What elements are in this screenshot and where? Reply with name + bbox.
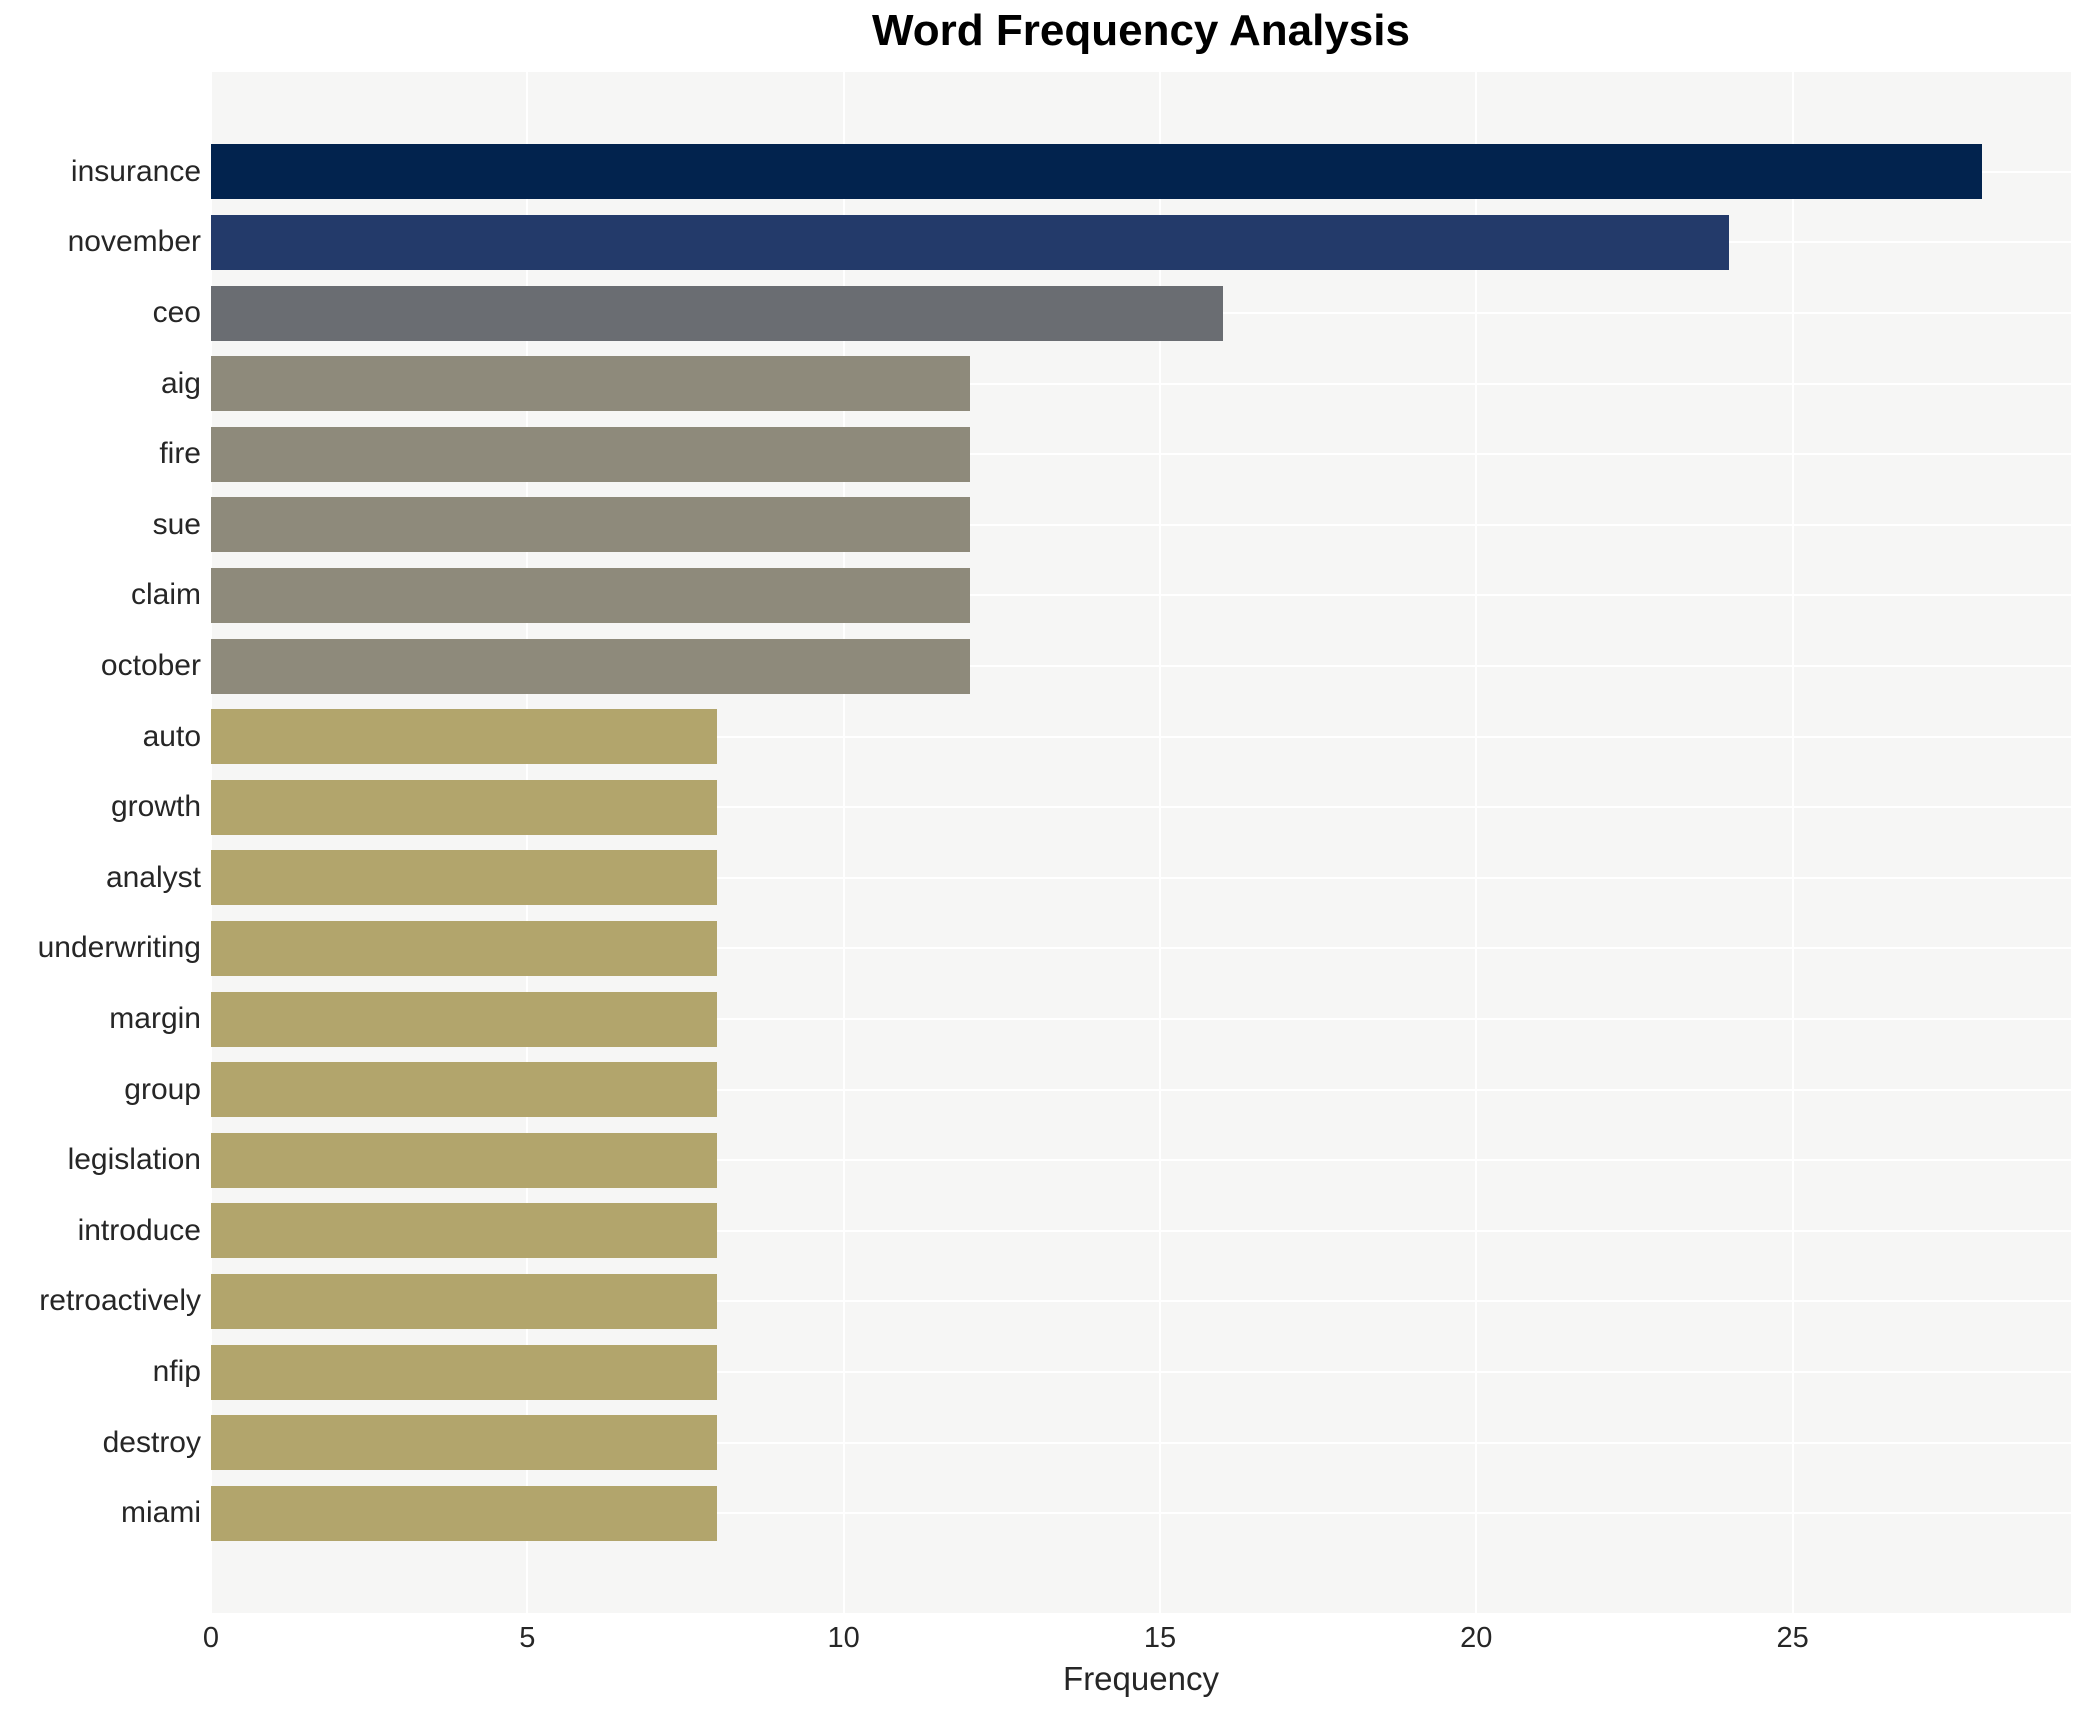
y-gridline-margin xyxy=(211,1018,2071,1020)
bar-destroy xyxy=(211,1415,718,1471)
y-gridline-introduce xyxy=(211,1229,2071,1232)
y-tick-label-destroy: destroy xyxy=(102,1425,201,1459)
bar-retroactively xyxy=(211,1273,718,1329)
y-gridline-growth xyxy=(211,806,2071,809)
y-tick-label-underwriting: underwriting xyxy=(37,931,201,965)
bar-october xyxy=(211,638,971,694)
chart-title: Word Frequency Analysis xyxy=(872,6,1410,55)
bar-ceo xyxy=(211,285,1224,341)
bar-underwriting xyxy=(211,920,718,976)
y-tick-label-analyst: analyst xyxy=(105,860,201,894)
y-tick-label-sue: sue xyxy=(152,507,201,541)
plot-area xyxy=(210,72,2071,1613)
y-gridline-nfip xyxy=(211,1371,2071,1373)
x-gridline-25 xyxy=(1791,72,1794,1613)
bar-sue xyxy=(211,497,971,553)
bar-insurance xyxy=(211,144,1983,200)
x-tick-label-20: 20 xyxy=(1460,1622,1493,1654)
bar-claim xyxy=(211,567,971,623)
y-tick-label-aig: aig xyxy=(160,366,201,400)
bar-november xyxy=(211,214,1730,270)
y-gridline-retroactively xyxy=(211,1300,2071,1303)
bar-analyst xyxy=(211,850,718,906)
y-tick-label-claim: claim xyxy=(130,578,201,612)
y-gridline-underwriting xyxy=(211,947,2071,950)
y-tick-label-margin: margin xyxy=(109,1002,201,1035)
x-gridline-15 xyxy=(1158,72,1161,1613)
bar-growth xyxy=(211,779,718,835)
x-gridline-0 xyxy=(210,72,212,1613)
x-tick-label-25: 25 xyxy=(1776,1622,1809,1654)
x-tick-label-0: 0 xyxy=(202,1622,220,1654)
bar-auto xyxy=(211,709,718,765)
y-tick-label-october: october xyxy=(100,649,201,682)
y-gridline-fire xyxy=(211,453,2071,456)
y-gridline-destroy xyxy=(211,1441,2071,1444)
y-gridline-claim xyxy=(211,594,2071,597)
y-tick-label-group: group xyxy=(124,1072,201,1106)
bar-legislation xyxy=(211,1132,718,1188)
x-tick-label-5: 5 xyxy=(519,1622,536,1654)
y-gridline-legislation xyxy=(211,1159,2071,1162)
x-tick-label-15: 15 xyxy=(1143,1622,1177,1654)
y-tick-label-retroactively: retroactively xyxy=(39,1284,201,1318)
y-tick-label-miami: miami xyxy=(121,1496,201,1530)
bar-introduce xyxy=(211,1203,718,1259)
y-tick-label-introduce: introduce xyxy=(77,1213,201,1247)
bar-margin xyxy=(211,991,718,1047)
y-gridline-october xyxy=(211,665,2071,667)
x-gridline-10 xyxy=(842,72,845,1613)
bar-nfip xyxy=(211,1344,718,1400)
x-gridline-5 xyxy=(526,72,529,1613)
x-axis-label: Frequency xyxy=(1063,1660,1219,1697)
x-tick-label-10: 10 xyxy=(827,1622,860,1654)
bar-group xyxy=(211,1062,718,1118)
x-gridline-20 xyxy=(1475,72,1478,1613)
y-gridline-auto xyxy=(211,735,2071,738)
y-gridline-analyst xyxy=(211,876,2071,879)
bar-miami xyxy=(211,1485,718,1541)
y-gridline-miami xyxy=(211,1512,2071,1515)
y-tick-label-insurance: insurance xyxy=(70,154,201,188)
y-tick-label-nfip: nfip xyxy=(152,1355,201,1388)
y-tick-label-fire: fire xyxy=(159,437,201,471)
y-gridline-group xyxy=(211,1088,2071,1091)
y-gridline-sue xyxy=(211,523,2071,526)
y-tick-label-growth: growth xyxy=(110,790,201,824)
bar-aig xyxy=(211,356,971,412)
y-tick-label-november: november xyxy=(67,225,201,259)
bar-fire xyxy=(211,426,971,482)
y-tick-label-auto: auto xyxy=(142,719,201,753)
y-gridline-aig xyxy=(211,382,2071,385)
y-tick-label-ceo: ceo xyxy=(152,296,201,329)
y-tick-label-legislation: legislation xyxy=(67,1143,201,1177)
